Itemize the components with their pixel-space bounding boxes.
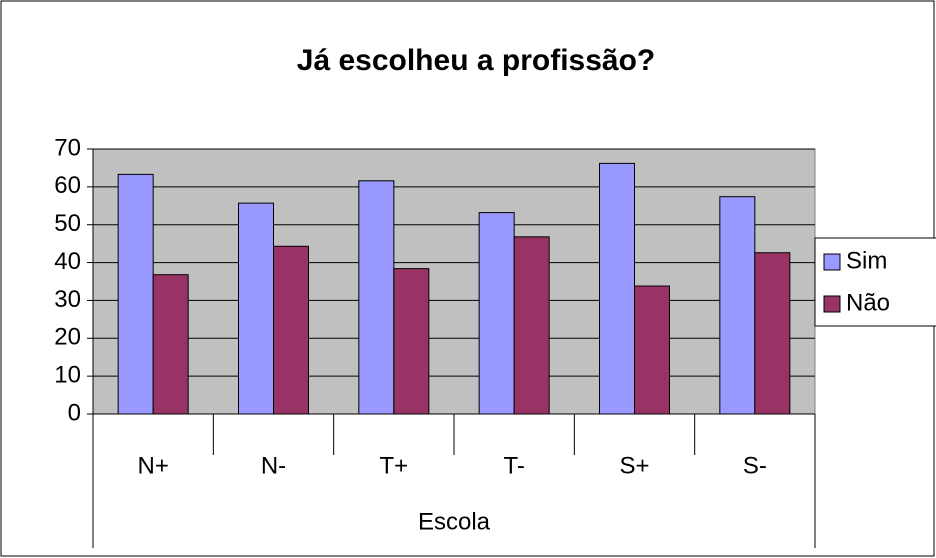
x-tick-label: T-: [504, 452, 525, 479]
bar: [238, 202, 274, 415]
bar: [358, 180, 395, 415]
bar: [393, 268, 430, 415]
bar: [599, 162, 635, 415]
bar: [634, 285, 670, 415]
y-tick-label: 70: [54, 134, 81, 161]
bar: [152, 274, 189, 415]
legend-label: Sim: [846, 247, 887, 274]
y-tick-label: 40: [54, 248, 81, 275]
x-tick-label: S+: [619, 452, 649, 479]
bar: [117, 173, 154, 415]
y-tick-label: 20: [54, 324, 81, 351]
y-tick-label: 10: [54, 361, 81, 388]
x-tick-label: N+: [137, 452, 168, 479]
y-tick-label: 0: [68, 399, 81, 426]
bar: [754, 252, 791, 415]
bar: [478, 212, 515, 415]
bar: [513, 236, 550, 415]
x-tick-label: S-: [743, 452, 767, 479]
y-tick-label: 60: [54, 172, 81, 199]
y-tick-label: 50: [54, 210, 81, 237]
legend-swatch: [823, 295, 841, 313]
legend-label: Não: [846, 289, 890, 316]
legend-swatch: [823, 253, 841, 271]
bar: [273, 245, 309, 415]
y-tick-label: 30: [54, 286, 81, 313]
bar: [719, 196, 756, 415]
x-tick-label: N-: [261, 452, 286, 479]
plot-area: [92, 148, 816, 415]
x-tick-label: T+: [379, 452, 408, 479]
x-axis-label: Escola: [418, 508, 491, 535]
chart-title: Já escolheu a profissão?: [297, 44, 655, 77]
